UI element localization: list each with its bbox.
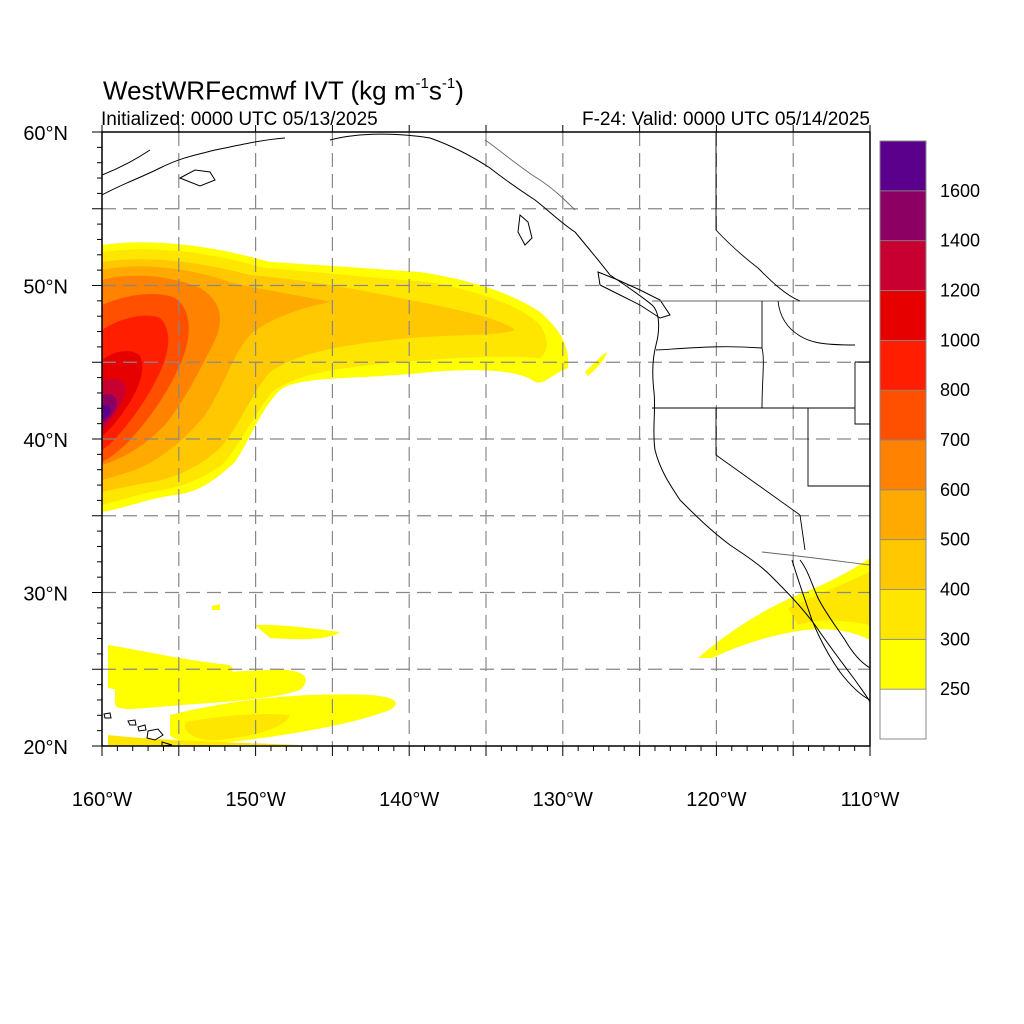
baja-coast-west (791, 559, 870, 701)
colorbar-label: 500 (940, 530, 970, 550)
hawaii-oahu (127, 719, 137, 726)
latitude-label: 40°N (23, 430, 68, 452)
ivt-patch-2 (115, 669, 306, 709)
ivt-1600-region (102, 404, 111, 420)
vancouver-island (597, 271, 671, 319)
bc-alberta-border (715, 132, 801, 302)
colorbar-label: 800 (940, 380, 970, 400)
washington-oregon-border (655, 346, 763, 351)
colorbar-label: 700 (940, 430, 970, 450)
colorbar-frame (879, 140, 927, 740)
ivt-southeast-plume-250 (698, 558, 870, 658)
valid-time-label: F-24: Valid: 0000 UTC 05/14/2025 (582, 109, 870, 130)
longitude-label: 140°W (379, 789, 439, 811)
graticule (102, 132, 870, 746)
longitude-label: 160°W (72, 789, 132, 811)
latitude-label: 50°N (23, 277, 68, 299)
idaho-west-border (761, 301, 764, 409)
colorbar-swatch (879, 688, 927, 740)
latitude-label: 20°N (23, 737, 68, 759)
idaho-montana-border (777, 300, 856, 346)
colorbar-swatch (879, 240, 927, 291)
hawaii-kauai (103, 712, 112, 719)
alaska-canada-border (484, 139, 576, 211)
coastlines (102, 133, 870, 746)
colorbar-swatch (879, 290, 927, 341)
colorbar-label: 250 (940, 679, 970, 699)
alaska-coast (102, 133, 576, 233)
latitude-label: 30°N (23, 584, 68, 606)
pacific-northwest-coast (574, 231, 870, 703)
colorbar-swatch (879, 638, 927, 690)
latitude-label: 60°N (23, 123, 68, 145)
initialized-label: Initialized: 0000 UTC 05/13/2025 (101, 109, 378, 130)
colorbar-label: 300 (940, 629, 970, 649)
latitude-labels: 60°N 50°N 40°N 30°N 20°N (23, 123, 68, 759)
longitude-labels: 160°W 150°W 140°W 130°W 120°W 110°W (72, 789, 900, 811)
ivt-streak (585, 352, 607, 376)
colorbar-label: 1400 (940, 231, 980, 251)
ivt-patch-4 (185, 713, 290, 741)
colorbar-swatch (879, 489, 927, 541)
ivt-patch-6 (108, 735, 300, 746)
colorbar-swatch (879, 339, 927, 391)
colorbar-label: 600 (940, 480, 970, 500)
colorbar-swatch (879, 539, 927, 590)
longitude-label: 110°W (841, 789, 900, 811)
colorbar-label: 1200 (940, 281, 980, 301)
colorbar-swatch (879, 190, 927, 242)
haida-gwaii (517, 213, 533, 246)
colorbar-label: 400 (940, 580, 970, 600)
colorbar-swatch (879, 439, 927, 491)
ivt-patch-7 (212, 604, 220, 610)
colorbar-swatch (879, 389, 927, 441)
colorbar-swatch (879, 589, 927, 640)
axis-ticks (92, 125, 871, 756)
ivt-southeast-plume-300 (788, 572, 870, 625)
us-mexico-border (761, 551, 870, 566)
ivt-shading (102, 242, 870, 746)
longitude-label: 130°W (533, 789, 593, 811)
california-nevada-border (715, 408, 801, 516)
baja-coast (799, 559, 870, 669)
colorbar: 250 300 400 500 600 700 800 1000 1200 1400 1600 (879, 140, 980, 740)
chart-title: WestWRFecmwf IVT (kg m-1s-1) (103, 75, 464, 106)
arizona-border (799, 514, 806, 551)
colorbar-label: 1000 (940, 330, 980, 350)
political-borders (484, 132, 870, 566)
wyoming-border (854, 361, 870, 425)
colorbar-label: 1600 (940, 181, 980, 201)
kodiak-island (178, 169, 216, 187)
longitude-label: 150°W (225, 789, 285, 811)
hawaii-big-island (146, 728, 164, 741)
hawaii-maui (137, 724, 147, 732)
ivt-patch-5 (255, 624, 340, 640)
colorbar-swatch (879, 140, 927, 192)
nevada-utah-border (807, 408, 870, 487)
longitude-label: 120°W (686, 789, 746, 811)
